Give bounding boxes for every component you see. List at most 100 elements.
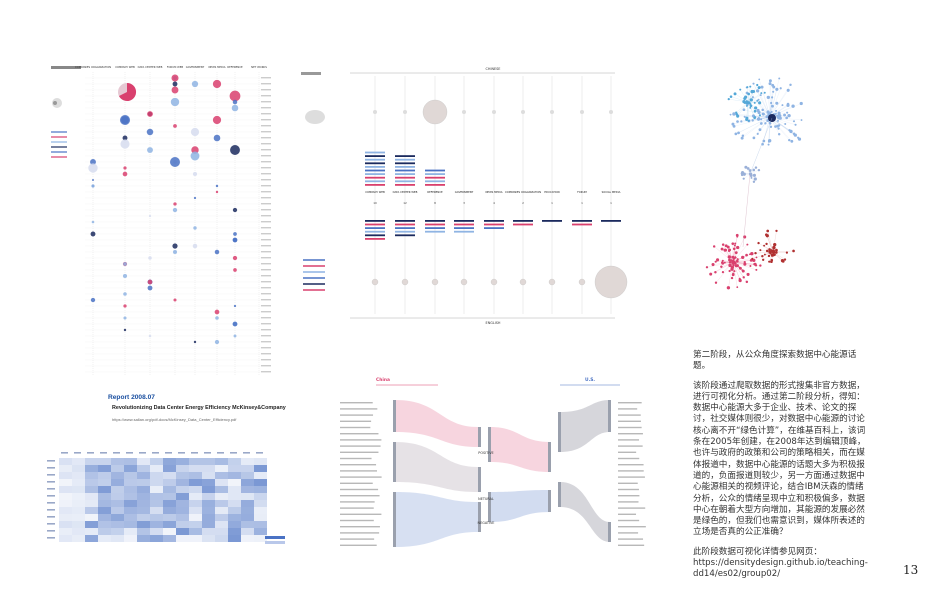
stack-bar — [425, 223, 445, 226]
heat-cell — [150, 479, 163, 486]
heat-cell — [150, 465, 163, 472]
heat-cell — [163, 528, 176, 535]
stack-bar — [395, 230, 415, 233]
network-node — [792, 120, 795, 123]
legend-circle — [305, 110, 325, 124]
network-edge — [735, 116, 771, 134]
column-label: COMPANY WEB — [115, 65, 135, 69]
network-node — [732, 247, 736, 251]
network-node — [740, 136, 744, 140]
row-label — [261, 155, 271, 157]
heat-cell — [228, 528, 241, 535]
network-node — [770, 96, 774, 99]
network-node — [763, 91, 766, 94]
right-label — [618, 495, 640, 497]
network-node — [772, 85, 776, 89]
network-graph — [705, 77, 803, 290]
row-label — [261, 131, 271, 133]
network-node — [733, 270, 736, 273]
data-dot — [173, 202, 177, 206]
heat-cell — [111, 535, 124, 542]
heat-cell — [228, 458, 241, 465]
data-dot — [193, 340, 197, 344]
data-dot — [122, 171, 128, 177]
network-node — [752, 82, 755, 85]
stack-bar — [572, 223, 592, 226]
category-label: REFERENCE — [427, 190, 443, 194]
heat-cell — [137, 486, 150, 493]
row-label — [261, 353, 271, 355]
network-node — [774, 251, 778, 254]
heat-cell — [189, 486, 202, 493]
heat-cell — [202, 458, 215, 465]
project-link[interactable]: https://densitydesign.github.io/teaching… — [693, 558, 868, 580]
heat-cell — [150, 472, 163, 479]
network-node — [741, 255, 745, 260]
row-label — [261, 335, 271, 337]
data-dot — [91, 178, 95, 182]
network-node — [720, 261, 724, 264]
network-node — [738, 277, 741, 280]
row-label — [261, 323, 271, 325]
network-node — [758, 128, 762, 132]
network-node — [754, 264, 758, 267]
network-edge — [732, 261, 735, 272]
sankey-node — [393, 400, 396, 432]
category-label: COMPANY WEB — [365, 190, 385, 194]
stack-bar — [365, 180, 385, 183]
stack-bar — [395, 162, 415, 165]
heat-cell — [163, 535, 176, 542]
sentiment-label: NEGATIVE — [478, 521, 495, 525]
data-dot — [91, 184, 95, 188]
network-node — [760, 92, 763, 95]
stack-bar — [425, 176, 445, 179]
heat-cell — [228, 493, 241, 500]
col-header — [178, 452, 185, 454]
network-node — [754, 251, 757, 255]
report-url[interactable]: https://www.sallan.org/pdf-docs/McKinsey… — [112, 417, 237, 422]
network-edge — [723, 244, 734, 263]
col-header — [191, 452, 198, 454]
heat-cell — [98, 528, 111, 535]
heat-cell — [72, 514, 85, 521]
right-label — [618, 532, 639, 534]
data-dot — [215, 184, 219, 188]
data-dot — [232, 207, 238, 213]
network-node — [749, 104, 753, 108]
network-node — [759, 122, 763, 125]
heat-cell — [228, 465, 241, 472]
network-edge — [736, 101, 749, 113]
network-node — [744, 165, 748, 169]
col-header — [256, 452, 263, 454]
column-label: REFERENCE — [227, 65, 243, 69]
network-node — [776, 119, 780, 122]
network-node — [775, 109, 778, 112]
network-edge — [747, 100, 758, 103]
row-label — [261, 251, 271, 253]
row-label — [261, 311, 271, 313]
left-label — [340, 488, 379, 491]
stack-bar — [365, 162, 385, 165]
heat-cell — [137, 514, 150, 521]
network-node — [727, 249, 731, 252]
network-node — [746, 243, 749, 246]
heat-cell — [228, 514, 241, 521]
stack-bar — [365, 176, 385, 179]
network-node — [789, 83, 792, 87]
row-label — [261, 119, 271, 121]
heat-cell — [202, 465, 215, 472]
network-node — [730, 267, 734, 271]
heat-cell — [163, 500, 176, 507]
network-node — [729, 95, 733, 98]
stack-bar — [365, 234, 385, 237]
heat-cell — [111, 493, 124, 500]
network-node — [756, 132, 759, 135]
stack-bar — [454, 230, 474, 233]
network-node — [766, 229, 770, 233]
row-header — [47, 523, 55, 525]
sankey-flow — [490, 427, 550, 472]
row-header — [47, 460, 55, 462]
category-label: FORUM — [577, 190, 586, 194]
heat-cell — [202, 479, 215, 486]
heat-cell — [85, 514, 98, 521]
